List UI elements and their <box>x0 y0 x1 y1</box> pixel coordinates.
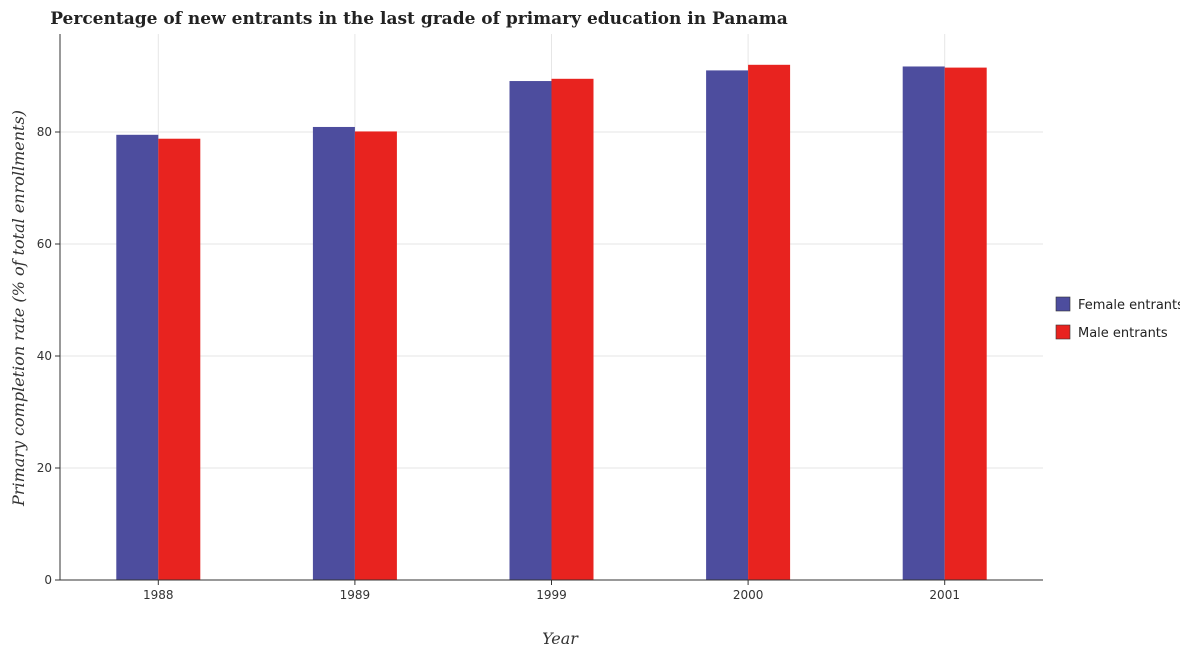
y-axis-label: Primary completion rate (% of total enro… <box>9 110 28 507</box>
bar-female-entrants-2000 <box>706 70 749 581</box>
bar-male-entrants-1989 <box>354 131 397 580</box>
y-tick-label: 20 <box>37 461 52 475</box>
y-tick-label: 60 <box>37 237 52 251</box>
legend-label-female-entrants: Female entrants <box>1078 298 1180 313</box>
bar-female-entrants-2001 <box>902 66 945 581</box>
bar-male-entrants-1988 <box>158 138 201 580</box>
legend-swatch-male-entrants <box>1055 324 1071 340</box>
bar-male-entrants-2001 <box>944 67 987 581</box>
x-tick-label: 2000 <box>733 588 764 602</box>
bar-female-entrants-1988 <box>116 134 159 581</box>
plot-area: 0 20 40 60 80 1988 1989 1999 2000 2001 <box>37 34 1043 602</box>
x-tick-label: 2001 <box>929 588 960 602</box>
bar-male-entrants-1999 <box>551 78 594 581</box>
legend: Female entrants Male entrants <box>1055 296 1180 341</box>
x-tick-label: 1999 <box>536 588 567 602</box>
legend-swatch-female-entrants <box>1055 296 1071 312</box>
chart-title: Percentage of new entrants in the last g… <box>50 9 788 29</box>
y-tick-label: 80 <box>37 125 52 139</box>
x-tick-label: 1988 <box>143 588 174 602</box>
y-tick-label: 40 <box>37 349 52 363</box>
x-axis-label: Year <box>542 629 579 648</box>
x-tick-label: 1989 <box>340 588 371 602</box>
bar-female-entrants-1999 <box>509 81 552 580</box>
bar-female-entrants-1989 <box>312 126 355 581</box>
legend-label-male-entrants: Male entrants <box>1078 326 1168 341</box>
y-tick-label: 0 <box>44 573 52 587</box>
bar-male-entrants-2000 <box>748 64 791 581</box>
